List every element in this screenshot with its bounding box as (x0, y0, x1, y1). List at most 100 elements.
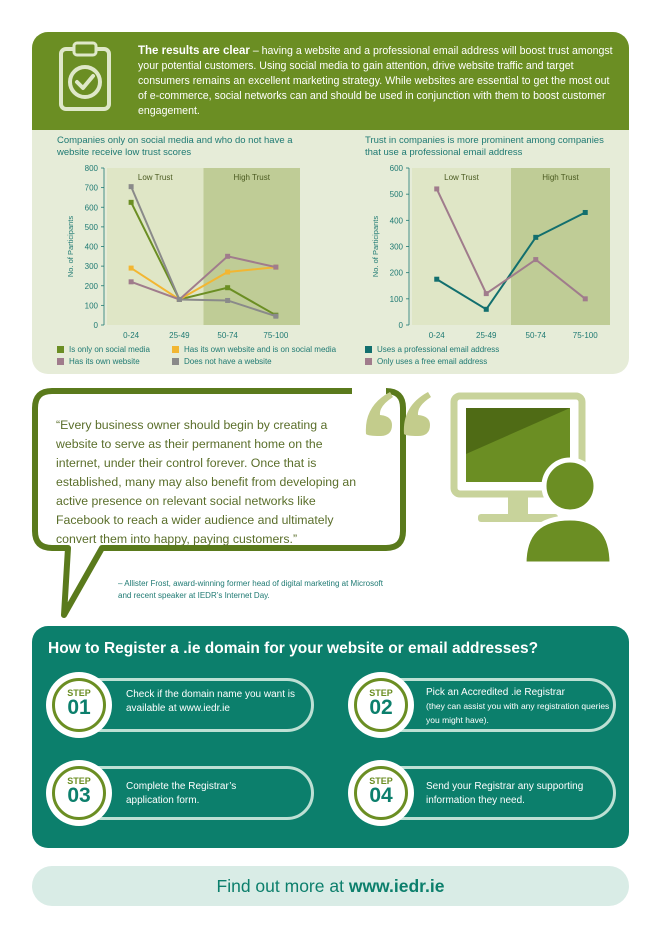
legend-label: Does not have a website (184, 357, 272, 366)
step-3-text: Complete the Registrar’s application for… (126, 781, 237, 806)
step-4-badge: STEP 04 (348, 760, 414, 826)
band-label: Low Trust (444, 173, 479, 182)
register-title: How to Register a .ie domain for your we… (48, 640, 539, 657)
step-2-text: Pick an Accredited .ie Registrar (they c… (426, 686, 612, 728)
y-tick-label: 300 (85, 262, 99, 271)
data-point (128, 184, 134, 190)
x-tick-label: 75-100 (263, 331, 288, 340)
results-panel: The results are clear – having a website… (32, 32, 629, 374)
x-tick-label: 50-74 (217, 331, 238, 340)
data-point (225, 253, 231, 259)
computer-monitor-icon (450, 392, 612, 567)
step-1-badge: STEP 01 (46, 672, 112, 738)
clipboard-check-icon (59, 41, 111, 111)
data-point (225, 285, 231, 291)
data-point (434, 186, 440, 192)
legend-label: Has its own website (69, 357, 140, 366)
step-number: 02 (369, 696, 393, 719)
step-4-text: Send your Registrar any supporting infor… (426, 781, 584, 806)
x-tick-label: 0-24 (429, 331, 446, 340)
data-point (128, 265, 134, 271)
legend-swatch (57, 346, 64, 353)
band-label: Low Trust (138, 173, 173, 182)
step-3-badge: STEP 03 (46, 760, 112, 826)
chart2-title: Trust in companies is more prominent amo… (365, 135, 604, 158)
series-line (130, 186, 277, 318)
legend-label: Uses a professional email address (377, 345, 500, 354)
step-number: 04 (369, 784, 393, 807)
results-intro-body: – having a website and a professional em… (138, 45, 613, 117)
speech-bubble (32, 388, 406, 618)
y-tick-label: 200 (85, 282, 99, 291)
person-icon (521, 457, 612, 567)
y-tick-label: 500 (390, 190, 404, 199)
data-point (582, 209, 588, 215)
results-header: The results are clear – having a website… (32, 32, 629, 130)
y-axis-label: No. of Participants (371, 216, 380, 278)
data-point (582, 296, 588, 302)
data-point (225, 297, 231, 303)
step-label: STEP (67, 688, 91, 698)
x-tick-label: 25-49 (476, 331, 497, 340)
step-label: STEP (369, 688, 393, 698)
y-tick-label: 0 (94, 321, 99, 330)
website-link[interactable]: www.iedr.ie (348, 876, 445, 896)
legend-swatch (57, 358, 64, 365)
data-point (533, 257, 539, 263)
results-intro-bold: The results are clear (138, 45, 250, 57)
chart1-title: Companies only on social media and who d… (57, 135, 293, 158)
legend-swatch (365, 346, 372, 353)
data-point (128, 199, 134, 205)
y-tick-label: 400 (85, 243, 99, 252)
legend-label: Only uses a free email address (377, 357, 488, 366)
step-number: 01 (67, 696, 91, 719)
high-trust-band (511, 168, 610, 325)
low-trust-band (107, 168, 204, 325)
quote-mark-icon (365, 392, 431, 436)
x-tick-label: 0-24 (123, 331, 140, 340)
register-panel: How to Register a .ie domain for your we… (32, 626, 629, 848)
chart1-legend-item: Has its own website and is on social med… (172, 345, 336, 354)
data-point (273, 313, 279, 319)
legend-label: Is only on social media (69, 345, 150, 354)
series-line (130, 255, 277, 301)
step-label: STEP (67, 776, 91, 786)
legend-swatch (172, 358, 179, 365)
y-tick-label: 200 (390, 269, 404, 278)
data-point (483, 306, 489, 312)
y-tick-label: 100 (390, 295, 404, 304)
series-line (436, 211, 586, 311)
y-tick-label: 500 (85, 223, 99, 232)
y-tick-label: 800 (85, 164, 99, 173)
y-axis-label: No. of Participants (66, 216, 75, 278)
quote-credit: – Allister Frost, award-winning former h… (118, 579, 383, 600)
x-tick-label: 25-49 (169, 331, 190, 340)
quote-text: “Every business owner should begin by cr… (56, 418, 357, 546)
low-trust-band (412, 168, 511, 325)
chart1-plot: Low Trust High Trust 0 100 200 300 400 500 600 70… (66, 164, 300, 340)
results-intro-text: The results are clear – having a website… (138, 44, 613, 119)
band-label: High Trust (234, 173, 271, 182)
chart1-legend-item: Has its own website (57, 357, 140, 366)
legend-label: Has its own website and is on social med… (184, 345, 337, 354)
y-tick-label: 400 (390, 216, 404, 225)
find-out-more-bar: Find out more at www.iedr.ie (32, 866, 629, 906)
data-point (533, 234, 539, 240)
x-tick-label: 75-100 (573, 331, 598, 340)
data-point (225, 269, 231, 275)
step-2-main: Pick an Accredited .ie Registrar (426, 687, 565, 698)
chart1-legend-item: Does not have a website (172, 357, 272, 366)
series-line (130, 201, 277, 317)
x-tick-label: 50-74 (526, 331, 547, 340)
high-trust-band (203, 168, 300, 325)
data-point (128, 279, 134, 285)
y-tick-label: 300 (390, 243, 404, 252)
y-tick-label: 0 (399, 321, 404, 330)
chart2-plot: Low Trust High Trust 0 100 200 300 400 500 600 0-… (371, 164, 610, 340)
chart2-legend-item: Uses a professional email address (365, 345, 499, 354)
data-point (176, 296, 182, 302)
find-out-more-label: Find out more at (216, 876, 349, 896)
y-tick-label: 700 (85, 184, 99, 193)
y-tick-label: 100 (85, 301, 99, 310)
chart1-legend-item: Is only on social media (57, 345, 150, 354)
